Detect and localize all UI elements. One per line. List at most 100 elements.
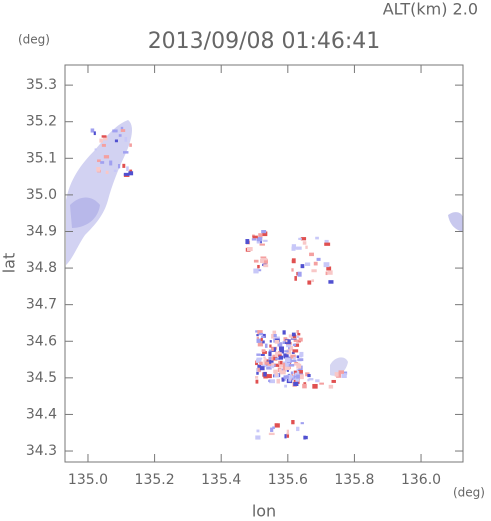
echo-pixel	[311, 279, 315, 283]
echo-pixel	[267, 363, 272, 366]
echo-pixel	[325, 271, 328, 276]
x-tick-label: 135.4	[201, 472, 241, 488]
echo-pixel	[272, 426, 275, 430]
echo-pixel	[296, 339, 301, 343]
echo-pixel	[277, 342, 283, 347]
echo-pixel	[296, 426, 300, 432]
echo-pixel	[286, 344, 291, 348]
echo-pixel	[271, 356, 274, 361]
echo-pixel	[113, 169, 117, 173]
echo-pixel	[327, 270, 333, 275]
echo-pixel	[316, 257, 321, 261]
echo-pixel	[101, 135, 107, 138]
echo-pixel	[259, 243, 265, 246]
echo-pixel	[262, 351, 267, 354]
echo-pixel	[338, 370, 344, 374]
echo-pixel	[297, 271, 302, 277]
echo-pixel	[289, 345, 294, 351]
echo-blob	[66, 120, 132, 265]
x-tick-label: 135.0	[68, 472, 108, 488]
echo-pixel	[271, 333, 275, 339]
echo-pixel	[285, 361, 289, 367]
echo-pixel	[103, 155, 110, 159]
echo-pixel	[268, 432, 275, 436]
echo-pixel	[101, 143, 106, 147]
echo-pixel	[274, 339, 280, 344]
echo-pixel	[256, 429, 260, 433]
x-tick-label: 135.2	[135, 472, 175, 488]
echo-pixel	[300, 237, 307, 241]
echo-pixel	[286, 349, 291, 355]
echo-pixel	[303, 435, 306, 440]
echo-pixel	[273, 333, 277, 338]
echo-pixel	[305, 372, 310, 377]
echo-pixel	[285, 357, 291, 363]
echo-pixel	[280, 370, 286, 375]
echo-pixel	[260, 353, 265, 356]
echo-pixel	[315, 236, 319, 240]
echo-pixel	[285, 340, 288, 343]
echo-pixel	[304, 435, 308, 440]
echo-pixel	[122, 163, 126, 168]
echo-pixel	[251, 238, 257, 241]
echo-pixel	[273, 354, 278, 359]
echo-pixel	[315, 379, 320, 383]
echo-pixel	[255, 330, 259, 333]
echo-pixel	[257, 264, 260, 269]
echo-pixel	[291, 244, 297, 249]
echo-pixel	[256, 334, 259, 337]
echo-pixel	[328, 384, 334, 389]
echo-pixel	[334, 372, 339, 377]
echo-pixel	[257, 367, 261, 372]
echo-pixel	[297, 358, 302, 362]
echo-pixel	[256, 237, 263, 242]
echo-pixel	[298, 374, 304, 380]
echo-pixel	[291, 258, 296, 264]
echo-pixel	[291, 359, 297, 362]
echo-pixel	[114, 139, 118, 143]
y-tick-label: 35.2	[26, 114, 57, 130]
echo-pixel	[269, 340, 272, 343]
y-tick-label: 35.0	[26, 187, 57, 203]
echo-pixel	[120, 129, 126, 132]
echo-pixel	[341, 373, 347, 378]
echo-pixel	[270, 427, 274, 432]
echo-pixel	[256, 239, 261, 244]
echo-pixel	[269, 344, 272, 348]
echo-pixel	[118, 134, 122, 137]
echo-pixel	[283, 375, 289, 379]
echo-pixel	[255, 435, 261, 440]
echo-pixel	[296, 355, 300, 359]
echo-pixel	[300, 264, 305, 269]
echo-pixel	[307, 373, 311, 378]
echo-pixel	[258, 233, 263, 239]
echo-pixel	[288, 364, 295, 367]
echo-pixel	[298, 337, 303, 342]
echo-pixel	[263, 376, 268, 379]
echo-pixel	[276, 378, 281, 384]
echo-pixel	[256, 372, 259, 375]
echo-pixel	[324, 242, 331, 246]
echo-pixel	[260, 256, 267, 259]
y-tick-label: 34.3	[26, 443, 57, 459]
echo-pixel	[323, 262, 330, 268]
echo-pixel	[275, 351, 278, 356]
echo-pixel	[274, 423, 280, 428]
echo-pixel	[291, 246, 296, 251]
echo-pixel	[268, 349, 272, 352]
echo-pixel	[292, 349, 299, 353]
echo-pixel	[284, 434, 287, 439]
echo-pixel	[256, 336, 259, 340]
echo-pixel	[256, 338, 262, 343]
y-tick-label: 34.7	[26, 297, 57, 313]
echo-pixel	[296, 374, 300, 379]
echo-pixel	[294, 343, 300, 347]
echo-pixel	[268, 379, 271, 383]
echo-pixel	[300, 422, 304, 425]
echo-pixel	[262, 258, 268, 261]
echo-pixel	[286, 369, 289, 372]
echo-pixel	[292, 343, 297, 347]
echo-pixel	[326, 266, 332, 271]
echo-pixel	[324, 239, 329, 244]
